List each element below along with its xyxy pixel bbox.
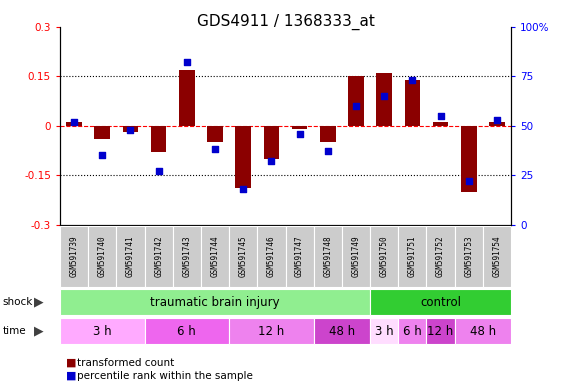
Bar [320, 126, 336, 142]
Text: shock: shock [3, 297, 33, 308]
Text: time: time [3, 326, 26, 336]
Point [408, 77, 417, 83]
Bar [123, 126, 138, 132]
Text: GSM591747: GSM591747 [295, 235, 304, 277]
Text: GSM591746: GSM591746 [267, 235, 276, 277]
Text: GSM591744: GSM591744 [211, 235, 219, 277]
Text: 3 h: 3 h [93, 325, 111, 338]
Bar [433, 122, 448, 126]
Point [70, 119, 79, 125]
Bar [399, 226, 427, 287]
Text: GSM591740: GSM591740 [98, 235, 107, 277]
Bar [370, 290, 511, 315]
Text: GSM591743: GSM591743 [182, 235, 191, 277]
Bar [66, 122, 82, 126]
Bar [370, 318, 399, 344]
Point [126, 127, 135, 133]
Bar [370, 226, 399, 287]
Text: transformed count: transformed count [77, 358, 174, 368]
Point [436, 113, 445, 119]
Bar [286, 226, 313, 287]
Text: control: control [420, 296, 461, 309]
Text: GSM591741: GSM591741 [126, 235, 135, 277]
Bar [207, 126, 223, 142]
Bar [399, 318, 427, 344]
Bar [455, 318, 511, 344]
Point [154, 168, 163, 174]
Bar [235, 126, 251, 189]
Bar [173, 226, 201, 287]
Bar [94, 126, 110, 139]
Bar [405, 79, 420, 126]
Text: 48 h: 48 h [329, 325, 355, 338]
Bar [60, 226, 88, 287]
Text: 12 h: 12 h [428, 325, 454, 338]
Bar [88, 226, 116, 287]
Text: GSM591748: GSM591748 [323, 235, 332, 277]
Bar [258, 226, 286, 287]
Text: GSM591753: GSM591753 [464, 235, 473, 277]
Bar [455, 226, 483, 287]
Text: 12 h: 12 h [258, 325, 284, 338]
Bar [313, 226, 342, 287]
Bar [348, 76, 364, 126]
Text: 6 h: 6 h [178, 325, 196, 338]
Text: percentile rank within the sample: percentile rank within the sample [77, 371, 253, 381]
Text: GSM591752: GSM591752 [436, 235, 445, 277]
Bar [116, 226, 144, 287]
Point [295, 131, 304, 137]
Text: GSM591754: GSM591754 [492, 235, 501, 277]
Bar [144, 318, 229, 344]
Point [492, 117, 501, 123]
Bar [489, 122, 505, 126]
Text: ▶: ▶ [34, 296, 43, 309]
Bar [376, 73, 392, 126]
Bar [483, 226, 511, 287]
Text: ▶: ▶ [34, 325, 43, 338]
Point [239, 186, 248, 192]
Text: GSM591749: GSM591749 [352, 235, 360, 277]
Point [98, 152, 107, 159]
Point [351, 103, 360, 109]
Text: traumatic brain injury: traumatic brain injury [150, 296, 280, 309]
Bar [313, 318, 370, 344]
Point [182, 60, 191, 66]
Bar [292, 126, 307, 129]
Point [380, 93, 389, 99]
Text: GSM591745: GSM591745 [239, 235, 248, 277]
Bar [427, 226, 455, 287]
Text: 6 h: 6 h [403, 325, 422, 338]
Text: GSM591751: GSM591751 [408, 235, 417, 277]
Bar [144, 226, 173, 287]
Bar [461, 126, 477, 192]
Bar [60, 290, 370, 315]
Text: GSM591750: GSM591750 [380, 235, 389, 277]
Text: GSM591739: GSM591739 [70, 235, 79, 277]
Bar [427, 318, 455, 344]
Bar [179, 70, 195, 126]
Bar [229, 226, 258, 287]
Text: GDS4911 / 1368333_at: GDS4911 / 1368333_at [196, 13, 375, 30]
Point [267, 158, 276, 164]
Bar [342, 226, 370, 287]
Bar [201, 226, 229, 287]
Bar [60, 318, 144, 344]
Point [211, 146, 220, 152]
Point [464, 178, 473, 184]
Text: 48 h: 48 h [470, 325, 496, 338]
Bar [151, 126, 166, 152]
Bar [229, 318, 313, 344]
Bar [264, 126, 279, 159]
Text: ■: ■ [66, 371, 76, 381]
Text: GSM591742: GSM591742 [154, 235, 163, 277]
Text: ■: ■ [66, 358, 76, 368]
Point [323, 148, 332, 154]
Text: 3 h: 3 h [375, 325, 393, 338]
